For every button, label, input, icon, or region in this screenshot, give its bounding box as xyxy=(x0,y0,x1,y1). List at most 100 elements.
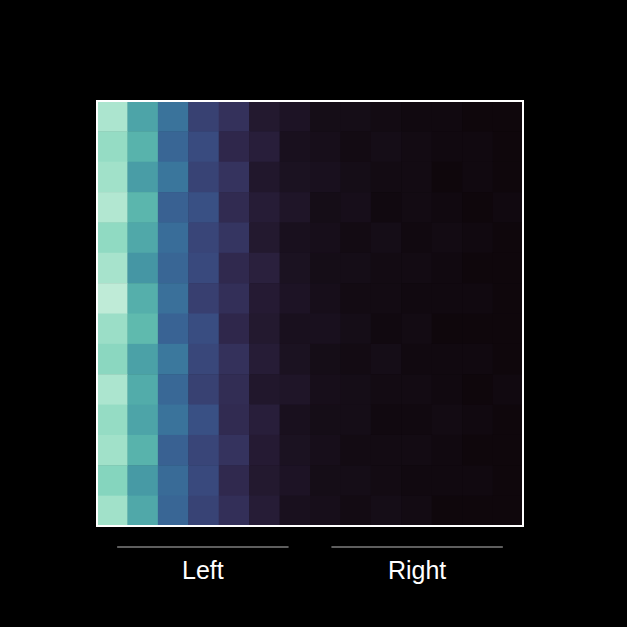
heatmap-cell xyxy=(462,101,493,132)
heatmap-cell xyxy=(371,192,402,223)
heatmap-cell xyxy=(97,465,128,496)
heatmap-cell xyxy=(127,405,158,436)
heatmap-cell xyxy=(310,162,341,193)
category-line xyxy=(331,547,502,548)
heatmap-cell xyxy=(127,253,158,284)
heatmap-cell xyxy=(401,405,432,436)
heatmap-cell xyxy=(371,344,402,375)
heatmap-cell xyxy=(127,283,158,314)
heatmap-cell xyxy=(432,222,463,253)
heatmap-cell xyxy=(280,405,311,436)
heatmap-cell xyxy=(462,192,493,223)
heatmap-cell xyxy=(158,314,189,345)
heatmap-cell xyxy=(219,344,250,375)
heatmap-cell xyxy=(249,131,280,162)
heatmap-cell xyxy=(280,162,311,193)
heatmap-cell xyxy=(280,192,311,223)
heatmap-cell xyxy=(127,314,158,345)
heatmap-cell xyxy=(493,222,523,253)
heatmap-cell xyxy=(97,314,128,345)
heatmap-cell xyxy=(493,314,523,345)
heatmap-cell xyxy=(158,435,189,466)
heatmap-cell xyxy=(401,131,432,162)
heatmap-cell xyxy=(249,101,280,132)
heatmap-cell xyxy=(401,344,432,375)
heatmap-cell xyxy=(158,253,189,284)
heatmap-cell xyxy=(219,405,250,436)
heatmap-cell xyxy=(462,131,493,162)
heatmap-cell xyxy=(280,283,311,314)
tick-label: Right xyxy=(388,556,446,584)
heatmap-cell xyxy=(280,101,311,132)
heatmap-cell xyxy=(158,192,189,223)
heatmap-cell xyxy=(280,374,311,405)
heatmap-cell xyxy=(158,496,189,526)
heatmap-cell xyxy=(219,465,250,496)
heatmap-cell xyxy=(97,496,128,526)
heatmap-cell xyxy=(401,101,432,132)
heatmap-cell xyxy=(158,222,189,253)
heatmap-cell xyxy=(188,314,219,345)
heatmap-cell xyxy=(219,222,250,253)
heatmap-cell xyxy=(97,131,128,162)
heatmap-cell xyxy=(493,283,523,314)
heatmap-cell xyxy=(249,222,280,253)
heatmap-cell xyxy=(371,465,402,496)
heatmap-cell xyxy=(188,374,219,405)
heatmap-cell xyxy=(432,131,463,162)
heatmap-cell xyxy=(127,496,158,526)
heatmap-cell xyxy=(158,131,189,162)
heatmap-cell xyxy=(188,283,219,314)
heatmap-cell xyxy=(371,435,402,466)
heatmap-cell xyxy=(219,162,250,193)
heatmap-cell xyxy=(310,101,341,132)
heatmap-cell xyxy=(432,465,463,496)
heatmap-cell xyxy=(219,101,250,132)
heatmap-cell xyxy=(310,253,341,284)
heatmap-cell xyxy=(127,435,158,466)
heatmap-cell xyxy=(249,405,280,436)
heatmap-cell xyxy=(401,162,432,193)
heatmap-cell xyxy=(310,222,341,253)
heatmap-cell xyxy=(310,192,341,223)
heatmap-cell xyxy=(462,496,493,526)
heatmap-cell xyxy=(219,314,250,345)
heatmap-cell xyxy=(371,162,402,193)
heatmap-cell xyxy=(188,101,219,132)
heatmap-cell xyxy=(432,253,463,284)
heatmap-cell xyxy=(188,253,219,284)
x-axis: Left Right xyxy=(117,547,503,584)
heatmap-cell xyxy=(310,374,341,405)
heatmap-cell xyxy=(340,192,371,223)
heatmap-cell xyxy=(158,101,189,132)
heatmap-cell xyxy=(97,192,128,223)
heatmap-cell xyxy=(249,344,280,375)
heatmap-cell xyxy=(127,101,158,132)
heatmap-cell xyxy=(249,162,280,193)
heatmap-cell xyxy=(432,192,463,223)
heatmap-cell xyxy=(127,465,158,496)
heatmap-cell xyxy=(219,131,250,162)
heatmap-cell xyxy=(432,314,463,345)
heatmap-cell xyxy=(462,344,493,375)
heatmap-cell xyxy=(371,101,402,132)
tick-label: Left xyxy=(182,556,224,584)
heatmap-cell xyxy=(310,465,341,496)
heatmap-cell xyxy=(219,192,250,223)
heatmap-cell xyxy=(310,405,341,436)
heatmap-cell xyxy=(432,344,463,375)
heatmap-cell xyxy=(371,405,402,436)
heatmap-cell xyxy=(401,465,432,496)
heatmap-cell xyxy=(280,131,311,162)
heatmap-cell xyxy=(280,435,311,466)
heatmap-cell xyxy=(340,496,371,526)
heatmap-cell xyxy=(280,222,311,253)
heatmap-cell xyxy=(310,283,341,314)
heatmap-cell xyxy=(280,253,311,284)
heatmap-cell xyxy=(127,344,158,375)
heatmap-cell xyxy=(249,496,280,526)
heatmap-cell xyxy=(340,162,371,193)
heatmap-cell xyxy=(371,496,402,526)
heatmap-cell xyxy=(188,192,219,223)
heatmap-cell xyxy=(249,465,280,496)
